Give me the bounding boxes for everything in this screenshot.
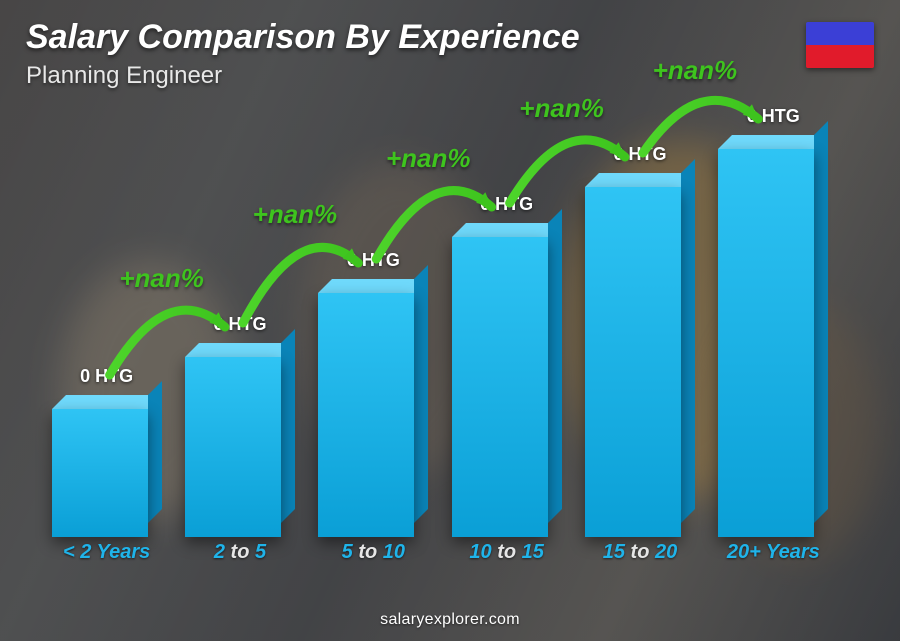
bar-value-label: 0 HTG	[480, 194, 533, 215]
bar-front-face	[318, 293, 414, 537]
chart-title: Salary Comparison By Experience	[26, 18, 580, 57]
bar-side-face	[814, 121, 828, 523]
bar-side-face	[148, 381, 162, 523]
category-label: 2 to 5	[173, 541, 306, 581]
bar-3: 0 HTG	[440, 194, 573, 537]
bar-3d	[52, 395, 162, 537]
category-label: 20+ Years	[707, 541, 840, 581]
bar-side-face	[681, 159, 695, 523]
bar-top-face	[185, 343, 295, 357]
bar-value-label: 0 HTG	[80, 366, 133, 387]
bar-top-face	[452, 223, 562, 237]
category-label: 10 to 15	[440, 541, 573, 581]
bars-container: 0 HTG0 HTG0 HTG0 HTG0 HTG0 HTG	[40, 120, 840, 537]
bar-side-face	[281, 329, 295, 523]
delta-label: +nan%	[653, 55, 738, 86]
infographic-stage: Salary Comparison By Experience Planning…	[0, 0, 900, 641]
bar-top-face	[52, 395, 162, 409]
bar-top-face	[318, 279, 428, 293]
bar-2: 0 HTG	[307, 250, 440, 537]
bar-3d	[452, 223, 562, 537]
category-label: < 2 Years	[40, 541, 173, 581]
bar-0: 0 HTG	[40, 366, 173, 537]
bar-1: 0 HTG	[173, 314, 306, 537]
bar-front-face	[52, 409, 148, 537]
category-label: 15 to 20	[573, 541, 706, 581]
bar-side-face	[414, 265, 428, 523]
bar-front-face	[452, 237, 548, 537]
bar-front-face	[185, 357, 281, 537]
bar-top-face	[718, 135, 828, 149]
bar-5: 0 HTG	[707, 106, 840, 537]
bar-3d	[185, 343, 295, 537]
bar-side-face	[548, 209, 562, 523]
bar-value-label: 0 HTG	[213, 314, 266, 335]
bar-value-label: 0 HTG	[747, 106, 800, 127]
attribution-text: salaryexplorer.com	[380, 611, 520, 629]
bar-3d	[718, 135, 828, 537]
bar-value-label: 0 HTG	[613, 144, 666, 165]
bar-chart: 0 HTG0 HTG0 HTG0 HTG0 HTG0 HTG < 2 Years…	[40, 120, 840, 581]
flag-bottom-stripe	[806, 45, 874, 68]
chart-subtitle: Planning Engineer	[26, 62, 222, 90]
bar-3d	[318, 279, 428, 537]
bar-value-label: 0 HTG	[347, 250, 400, 271]
bar-front-face	[585, 187, 681, 537]
flag-top-stripe	[806, 22, 874, 45]
category-row: < 2 Years2 to 55 to 1010 to 1515 to 2020…	[40, 541, 840, 581]
bar-3d	[585, 173, 695, 537]
bar-4: 0 HTG	[573, 144, 706, 537]
bar-top-face	[585, 173, 695, 187]
category-label: 5 to 10	[307, 541, 440, 581]
bar-front-face	[718, 149, 814, 537]
country-flag-icon	[806, 22, 874, 68]
